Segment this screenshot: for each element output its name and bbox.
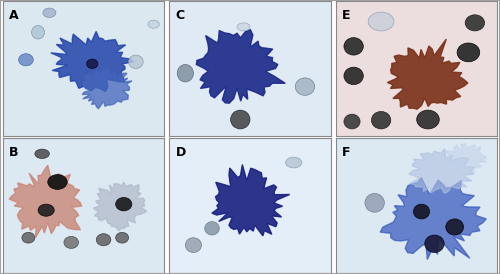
Polygon shape <box>380 178 486 259</box>
Text: F: F <box>342 146 351 159</box>
Ellipse shape <box>43 8 56 18</box>
Ellipse shape <box>446 219 464 235</box>
Ellipse shape <box>177 64 194 82</box>
Ellipse shape <box>128 55 143 68</box>
Polygon shape <box>94 182 147 231</box>
Polygon shape <box>444 144 486 176</box>
Text: D: D <box>176 146 186 159</box>
Text: B: B <box>9 146 18 159</box>
Ellipse shape <box>18 54 33 66</box>
Polygon shape <box>196 30 286 103</box>
Ellipse shape <box>48 175 67 189</box>
Polygon shape <box>9 165 82 238</box>
Ellipse shape <box>64 236 78 249</box>
Ellipse shape <box>296 78 314 95</box>
Ellipse shape <box>414 204 430 219</box>
Text: C: C <box>176 9 185 22</box>
Polygon shape <box>82 69 132 109</box>
Ellipse shape <box>38 204 54 216</box>
Ellipse shape <box>286 157 302 168</box>
Ellipse shape <box>35 149 50 158</box>
Polygon shape <box>50 32 134 92</box>
Ellipse shape <box>344 67 364 85</box>
Polygon shape <box>408 149 475 193</box>
Text: A: A <box>9 9 18 22</box>
Ellipse shape <box>425 235 444 253</box>
Ellipse shape <box>368 12 394 31</box>
Ellipse shape <box>96 234 111 246</box>
Ellipse shape <box>344 38 364 55</box>
Ellipse shape <box>32 25 44 39</box>
Ellipse shape <box>457 43 479 62</box>
Polygon shape <box>388 39 468 109</box>
Ellipse shape <box>86 59 98 68</box>
Ellipse shape <box>344 114 360 129</box>
Ellipse shape <box>22 232 35 243</box>
Ellipse shape <box>230 110 250 129</box>
Ellipse shape <box>116 198 132 211</box>
Ellipse shape <box>416 110 440 129</box>
Ellipse shape <box>186 238 202 253</box>
Ellipse shape <box>148 20 160 28</box>
Ellipse shape <box>365 193 384 212</box>
Ellipse shape <box>116 232 128 243</box>
Ellipse shape <box>204 222 220 235</box>
Polygon shape <box>212 165 290 236</box>
Ellipse shape <box>372 112 391 129</box>
Ellipse shape <box>237 23 250 31</box>
Ellipse shape <box>465 15 484 31</box>
Text: E: E <box>342 9 351 22</box>
